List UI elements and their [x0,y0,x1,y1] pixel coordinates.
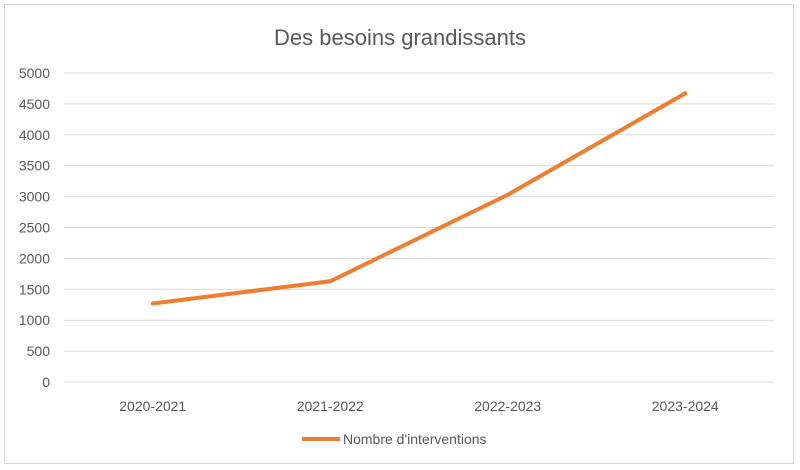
y-tick-label: 2500 [19,220,50,236]
x-axis-ticks: 2020-2021 2021-2022 2022-2023 2023-2024 [119,398,719,414]
legend-label: Nombre d'interventions [343,431,487,447]
y-tick-label: 4500 [19,96,50,112]
y-tick-label: 500 [27,343,51,359]
series-line [150,91,688,306]
y-tick-label: 5000 [19,65,50,81]
x-tick-label: 2022-2023 [474,398,541,414]
chart-frame [4,4,794,464]
legend: Nombre d'interventions [302,431,487,447]
y-tick-label: 4000 [19,127,50,143]
y-tick-label: 2000 [19,250,50,266]
y-tick-label: 3000 [19,189,50,205]
y-tick-label: 1000 [19,312,50,328]
y-tick-label: 0 [42,374,50,390]
gridlines [64,72,774,383]
x-tick-label: 2020-2021 [119,398,186,414]
x-tick-label: 2021-2022 [297,398,364,414]
y-tick-label: 1500 [19,281,50,297]
chart-title: Des besoins grandissants [274,25,526,50]
y-axis-ticks: 0 500 1000 1500 2000 2500 3000 3500 4000 4500 5000 [19,65,50,390]
series-group [150,91,688,306]
y-tick-label: 3500 [19,158,50,174]
x-tick-label: 2023-2024 [652,398,719,414]
